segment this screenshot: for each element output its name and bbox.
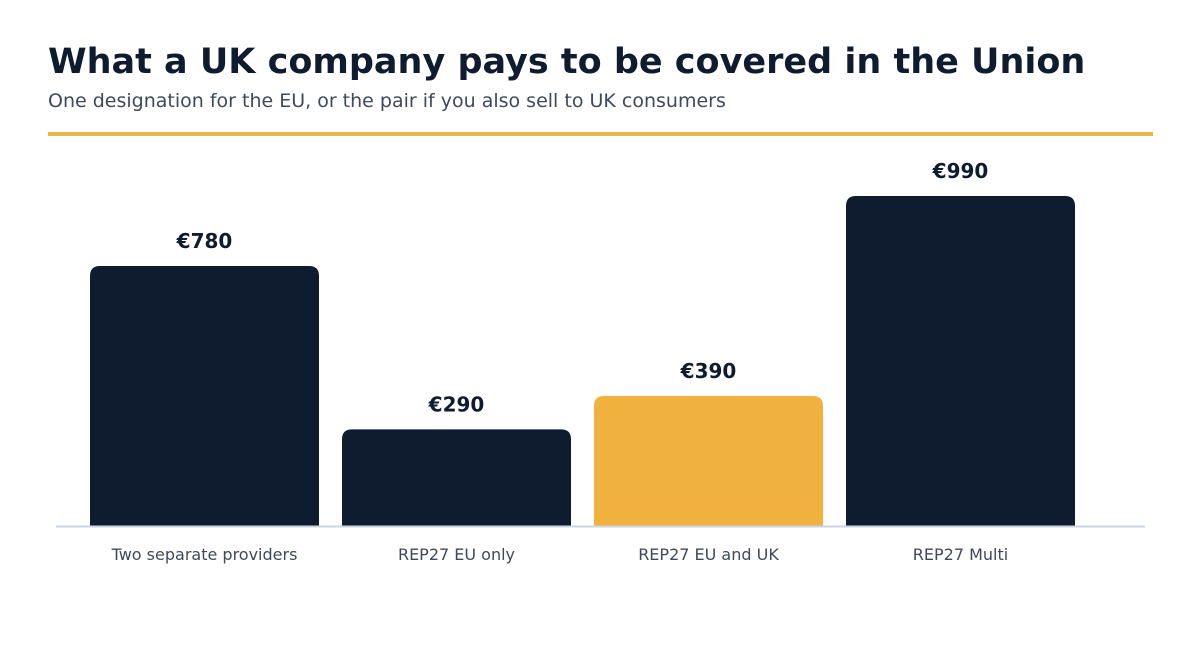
title-divider xyxy=(48,132,1153,136)
value-label-1: €290 xyxy=(428,392,485,416)
bar-0 xyxy=(90,266,319,526)
bar-2 xyxy=(594,396,823,526)
category-label-3: REP27 Multi xyxy=(913,545,1008,564)
chart-subtitle: One designation for the EU, or the pair … xyxy=(48,90,726,112)
bar-3 xyxy=(846,196,1075,526)
category-label-1: REP27 EU only xyxy=(398,545,515,564)
chart-title: What a UK company pays to be covered in … xyxy=(48,42,1086,82)
value-label-0: €780 xyxy=(176,229,233,253)
value-label-2: €390 xyxy=(680,359,737,383)
value-label-3: €990 xyxy=(932,159,989,183)
bar-1 xyxy=(342,429,571,526)
category-label-0: Two separate providers xyxy=(111,545,298,564)
category-label-2: REP27 EU and UK xyxy=(638,545,779,564)
